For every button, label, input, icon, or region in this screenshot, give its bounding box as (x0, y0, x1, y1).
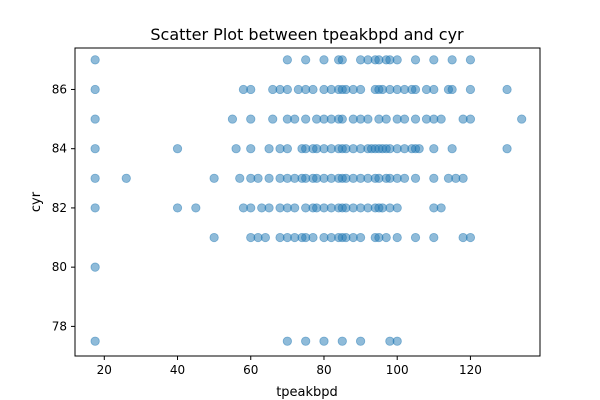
scatter-point (246, 144, 256, 154)
scatter-point (392, 55, 402, 65)
scatter-point (264, 144, 274, 154)
scatter-point (381, 114, 391, 124)
scatter-point (337, 114, 347, 124)
points-layer (90, 55, 527, 346)
scatter-point (458, 173, 468, 183)
scatter-point (502, 84, 512, 95)
scatter-point (410, 84, 421, 95)
scatter-point (290, 203, 300, 213)
scatter-point (447, 55, 457, 65)
scatter-point (436, 203, 446, 213)
scatter-point (301, 114, 311, 124)
plot-frame (74, 47, 541, 357)
scatter-point (410, 114, 421, 124)
scatter-point (363, 114, 373, 124)
scatter-point (465, 114, 476, 124)
scatter-point (319, 336, 329, 346)
scatter-point (90, 173, 100, 183)
scatter-point (414, 144, 424, 154)
scatter-point (227, 114, 238, 124)
scatter-point (121, 173, 131, 183)
y-tick-label: 84 (52, 142, 67, 156)
scatter-point (246, 203, 256, 213)
scatter-point (392, 203, 402, 213)
scatter-point (246, 114, 256, 124)
scatter-point (517, 114, 527, 124)
scatter-point (381, 232, 391, 243)
y-tick-label: 78 (52, 319, 67, 333)
scatter-point (264, 203, 274, 213)
scatter-point (429, 232, 439, 243)
scatter-point (319, 55, 329, 65)
scatter-point (246, 84, 256, 95)
scatter-point (410, 55, 421, 65)
scatter-point (282, 144, 292, 154)
scatter-point (90, 114, 100, 124)
scatter-point (399, 173, 410, 183)
scatter-point (447, 84, 457, 95)
scatter-point (290, 114, 300, 124)
scatter-point (337, 55, 347, 65)
x-axis-ticks: 20 40 60 80 100 120 (97, 356, 482, 377)
scatter-point (465, 84, 476, 95)
scatter-point (436, 114, 446, 124)
scatter-point (90, 144, 100, 154)
scatter-point (308, 232, 318, 243)
scatter-point (264, 173, 274, 183)
scatter-point (282, 84, 292, 95)
x-tick-label: 20 (97, 363, 112, 377)
scatter-point (231, 144, 241, 154)
scatter-point (429, 84, 439, 95)
scatter-point (465, 55, 476, 65)
scatter-point (308, 84, 318, 95)
scatter-point (429, 173, 439, 183)
scatter-point (337, 336, 347, 346)
scatter-point (172, 144, 183, 154)
scatter-point (191, 203, 201, 213)
y-axis-ticks: 78 80 82 84 86 (52, 82, 75, 333)
scatter-point (355, 336, 366, 346)
y-tick-label: 80 (52, 260, 67, 274)
scatter-point (301, 55, 311, 65)
scatter-point (209, 173, 219, 183)
scatter-point (282, 55, 292, 65)
x-tick-label: 40 (170, 363, 185, 377)
scatter-point (172, 203, 183, 213)
scatter-point (502, 144, 512, 154)
scatter-point (355, 84, 366, 95)
scatter-point (90, 203, 100, 213)
scatter-point (301, 336, 311, 346)
scatter-point (253, 173, 263, 183)
chart-title: Scatter Plot between tpeakbpd and cyr (150, 25, 464, 44)
scatter-point (447, 144, 457, 154)
y-axis-label: cyr (29, 191, 44, 212)
x-tick-label: 80 (316, 363, 331, 377)
scatter-point (465, 232, 476, 243)
scatter-point (268, 114, 278, 124)
scatter-point (209, 232, 219, 243)
scatter-point (90, 55, 100, 65)
x-tick-label: 120 (459, 363, 482, 377)
scatter-point (235, 173, 245, 183)
scatter-point (399, 114, 410, 124)
x-tick-label: 60 (243, 363, 258, 377)
scatter-point (429, 144, 439, 154)
x-axis-label: tpeakbpd (276, 385, 338, 400)
scatter-point (282, 336, 292, 346)
y-tick-label: 86 (52, 82, 67, 96)
scatter-point (90, 262, 100, 272)
scatter-point (410, 232, 421, 243)
scatter-point (90, 336, 100, 346)
scatter-point (392, 336, 402, 346)
x-tick-label: 100 (386, 363, 409, 377)
y-tick-label: 82 (52, 201, 67, 215)
scatter-point (90, 84, 100, 95)
scatter-point (392, 232, 402, 243)
scatter-point (355, 232, 366, 243)
scatter-point (410, 173, 421, 183)
scatter-point (260, 232, 270, 243)
scatter-point (429, 55, 439, 65)
